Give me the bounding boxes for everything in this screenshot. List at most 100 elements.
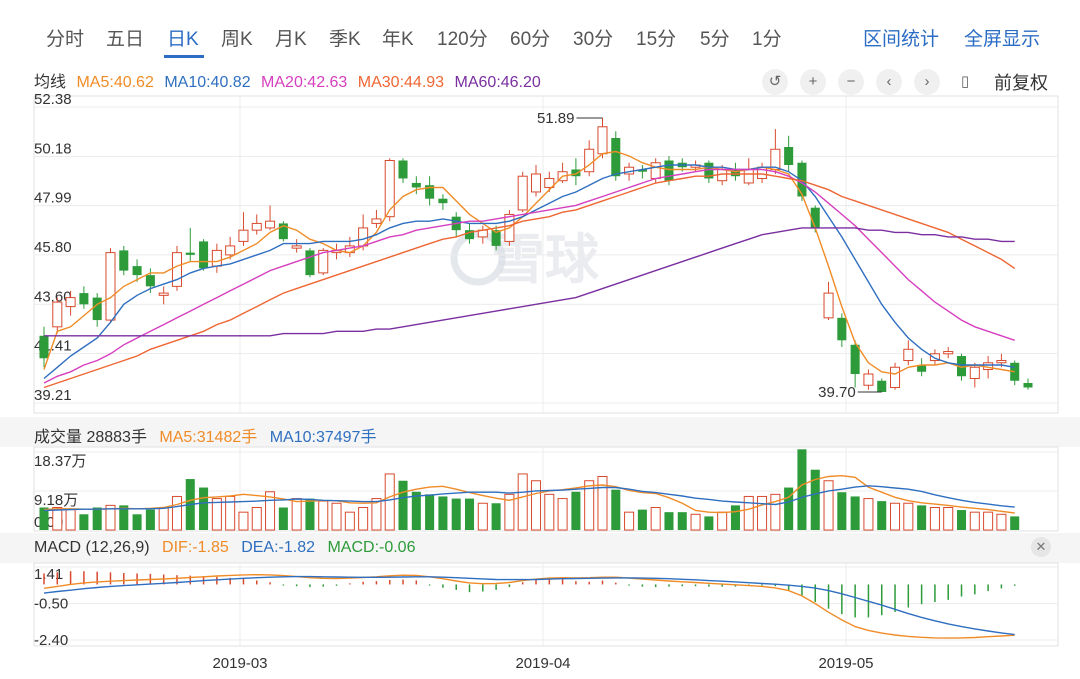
candlestick-icon[interactable]: ▯ (960, 73, 970, 90)
volume-bar-down (438, 496, 448, 530)
ma-line-ma60 (44, 227, 1015, 337)
adjust-mode-button[interactable]: 前复权 (994, 73, 1048, 93)
volume-bar-down (425, 494, 435, 530)
candle-body-down (797, 162, 807, 197)
volume-bar-down (278, 507, 288, 530)
candle-body-up (265, 220, 276, 229)
tab-quarterly-k[interactable]: 季K (329, 29, 361, 50)
tab-30min[interactable]: 30分 (573, 29, 614, 50)
tab-5min[interactable]: 5分 (700, 29, 730, 50)
volume-bar-up (650, 506, 661, 531)
tab-weekly-k[interactable]: 周K (221, 29, 253, 50)
tab-daily-k[interactable]: 日K (167, 29, 199, 50)
zoom-in-icon[interactable]: + (800, 69, 826, 95)
macd-label: MACD (12,26,9) (34, 539, 150, 556)
volume-bar-down (1010, 516, 1020, 530)
candle-body-up (211, 249, 222, 267)
ma-line-ma30 (43, 173, 1016, 389)
volume-bar-up (544, 493, 555, 531)
volume-bar-up (65, 509, 76, 531)
tab-yearly-k[interactable]: 年K (382, 29, 414, 50)
volume-bar-up (983, 511, 994, 531)
volume-bar-down (730, 505, 740, 530)
volume-bar-up (291, 498, 302, 531)
chevron-right-icon[interactable]: › (914, 69, 940, 95)
candle-body-down (917, 365, 927, 372)
macd-y-tick-label: -2.40 (34, 632, 68, 649)
candle-body-down (39, 335, 49, 359)
tab-60min[interactable]: 60分 (510, 29, 551, 50)
volume-bar-down (39, 507, 49, 530)
candle-body-up (65, 297, 76, 308)
volume-bar-down (837, 492, 847, 530)
macd-y-tick-label: 1.41 (34, 566, 63, 583)
candle-body-down (611, 138, 621, 177)
candle-body-up (890, 366, 901, 388)
volume-bar-up (584, 480, 595, 531)
volume-bar-up (530, 480, 542, 531)
volume-bar-up (105, 504, 116, 531)
volume-bar-up (211, 498, 222, 531)
volume-bar-down (491, 503, 501, 530)
price-y-tick-label: 39.21 (34, 387, 72, 404)
candle-body-down (411, 182, 421, 188)
candle-body-down (1023, 382, 1033, 388)
volume-bar-up (743, 495, 754, 531)
volume-ma5-legend: MA5:31482手 (159, 429, 258, 446)
volume-bar-up (477, 502, 488, 531)
tab-1min[interactable]: 1分 (752, 29, 782, 50)
range-stats-button[interactable]: 区间统计 (863, 29, 940, 50)
volume-y-tick-label: 9.18万 (34, 492, 78, 509)
candle-body-up (318, 249, 329, 274)
volume-bar-down (145, 509, 155, 530)
tab-fenshi[interactable]: 分时 (46, 29, 85, 50)
candle-body-down (185, 252, 195, 255)
candle-body-up (743, 168, 754, 184)
tab-15min[interactable]: 15分 (636, 29, 677, 50)
volume-bar-up (318, 500, 329, 531)
dif-legend: DIF:-1.85 (162, 539, 229, 556)
tab-wuri[interactable]: 五日 (106, 29, 145, 50)
tab-monthly-k[interactable]: 月K (275, 29, 307, 50)
undo-icon[interactable]: ↺ (762, 69, 788, 95)
candle-body-up (969, 366, 980, 380)
volume-bar-up (929, 506, 940, 531)
volume-bar-down (917, 505, 927, 530)
macd-value-legend: MACD:-0.06 (327, 539, 416, 556)
volume-bar-down (797, 449, 807, 530)
volume-bar-up (903, 502, 914, 531)
candle-body-down (145, 275, 155, 287)
volume-bar-up (757, 495, 768, 531)
chevron-left-icon[interactable]: ‹ (876, 69, 902, 95)
candle-body-down (784, 147, 794, 165)
candle-body-up (903, 348, 914, 362)
candle-body-up (158, 292, 169, 296)
volume-bar-up (251, 506, 262, 531)
volume-bar-down (784, 487, 794, 530)
period-tabs: 分时 五日 日K 周K 月K 季K 年K 120分 60分 30分 15分 5分… (0, 0, 1080, 62)
x-tick-label: 2019-04 (515, 655, 570, 672)
close-icon[interactable]: ✕ (1031, 537, 1051, 557)
candle-body-down (571, 169, 581, 177)
volume-bar-up (890, 502, 901, 531)
candle-body-down (637, 169, 647, 172)
candle-body-up (291, 245, 302, 249)
volume-bar-up (943, 506, 954, 531)
tab-120min[interactable]: 120分 (437, 29, 488, 50)
candle-body-up (584, 148, 595, 173)
candle-body-up (863, 373, 874, 386)
ma30-legend: MA30:44.93 (357, 74, 445, 91)
candle-body-down (730, 169, 740, 177)
candle-body-up (251, 222, 262, 231)
volume-bar-up (384, 473, 395, 531)
volume-legend-bar (0, 417, 1080, 447)
zoom-out-icon[interactable]: − (838, 69, 864, 95)
volume-bar-up (504, 493, 515, 531)
volume-bar-up (238, 511, 249, 531)
candle-body-down (704, 162, 714, 179)
candle-body-down (278, 223, 288, 240)
volume-bar-up (690, 513, 701, 531)
volume-bar-down (637, 509, 647, 530)
fullscreen-button[interactable]: 全屏显示 (964, 29, 1041, 50)
